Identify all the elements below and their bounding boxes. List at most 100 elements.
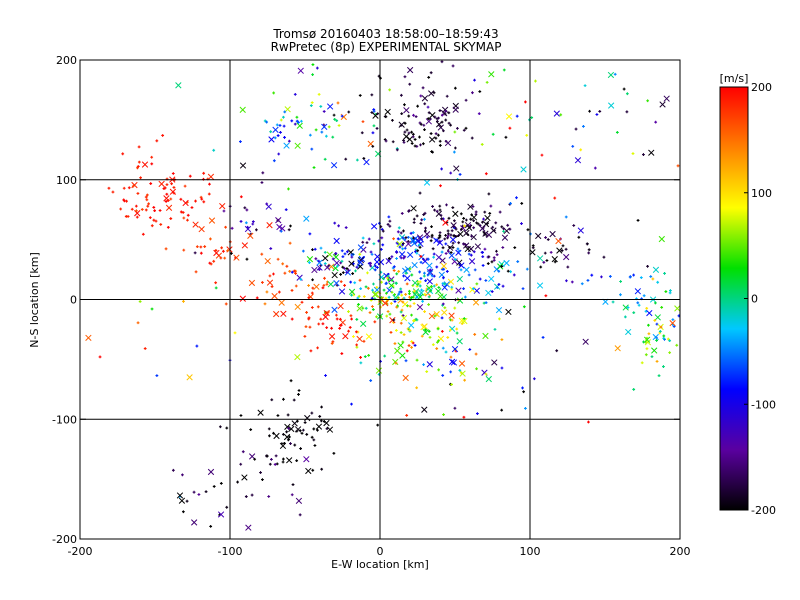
data-point-cross [479, 225, 486, 232]
data-point-dot [321, 322, 325, 326]
data-point-dot [319, 317, 323, 321]
data-point-dot [461, 220, 465, 224]
data-point-cross [356, 305, 363, 312]
data-point-dot [406, 304, 409, 308]
data-point-cross [239, 106, 246, 113]
data-point-dot [311, 286, 315, 290]
data-point-dot [413, 289, 416, 293]
data-point-dot [445, 203, 448, 207]
data-point-dot [475, 367, 478, 371]
data-point-dot [427, 75, 431, 79]
data-point-dot [412, 319, 415, 323]
data-point-dot [451, 64, 455, 68]
data-point-dot [449, 251, 453, 254]
data-point-dot [415, 386, 419, 390]
data-point-dot [471, 205, 475, 208]
data-point-cross [291, 420, 298, 427]
data-point-dot [398, 245, 402, 249]
data-point-dot [497, 269, 501, 273]
data-point-dot [427, 111, 431, 115]
data-point-dot [444, 233, 447, 237]
data-point-dot [512, 273, 516, 277]
data-point-dot [407, 344, 411, 347]
data-point-cross [472, 299, 480, 306]
data-point-dot [491, 225, 495, 229]
data-point-dot [297, 393, 300, 396]
data-point-dot [416, 249, 420, 253]
data-point-cross [348, 288, 356, 295]
data-point-dot [411, 135, 415, 139]
data-point-dot [255, 296, 259, 300]
data-point-dot [475, 221, 478, 225]
data-point-dot [432, 255, 436, 259]
data-point-dot [268, 462, 272, 466]
data-point-dot [577, 235, 581, 239]
data-point-dot [406, 239, 410, 243]
data-point-dot [375, 127, 379, 130]
data-point-dot [212, 148, 216, 152]
data-point-dot [393, 293, 396, 296]
data-point-dot [437, 133, 440, 137]
data-point-dot [458, 368, 462, 372]
data-point-dot [358, 94, 362, 97]
data-point-cross [426, 270, 434, 277]
data-point-dot [394, 361, 398, 365]
data-point-dot [384, 302, 388, 305]
data-point-dot [459, 227, 463, 231]
data-point-dot [140, 208, 144, 211]
data-point-cross [326, 103, 334, 110]
data-point-cross [360, 320, 367, 327]
data-point-cross [407, 251, 414, 258]
data-point-dot [442, 267, 446, 271]
data-point-dot [119, 207, 123, 211]
data-point-cross [443, 281, 450, 288]
data-point-cross [272, 126, 279, 133]
data-point-dot [347, 268, 350, 272]
data-point-dot [408, 82, 412, 86]
data-point-dot [285, 430, 288, 434]
data-point-dot [307, 284, 310, 287]
data-point-cross [408, 322, 415, 329]
data-point-dot [299, 277, 303, 281]
data-point-dot [522, 390, 526, 394]
data-point-dot [435, 347, 439, 350]
data-point-dot [384, 282, 388, 286]
data-point-dot [321, 286, 325, 290]
data-point-dot [459, 212, 463, 216]
data-point-cross [239, 162, 247, 169]
y-tick-label: 200 [56, 54, 77, 67]
data-point-dot [534, 79, 537, 83]
data-point-dot [267, 427, 271, 431]
data-point-cross [296, 122, 303, 129]
data-point-cross [437, 124, 444, 131]
data-point-cross [356, 335, 363, 343]
data-point-dot [371, 308, 375, 311]
data-point-cross [435, 287, 442, 295]
data-point-dot [498, 210, 502, 214]
data-point-dot [632, 311, 636, 315]
data-point-dot [484, 301, 488, 305]
data-point-dot [375, 266, 379, 269]
data-point-dot [295, 115, 299, 119]
data-point-dot [311, 73, 315, 77]
data-point-dot [350, 293, 353, 297]
data-point-cross [463, 242, 470, 249]
data-point-dot [222, 209, 226, 213]
data-point-dot [520, 202, 524, 205]
data-point-cross [485, 375, 492, 383]
data-point-dot [331, 135, 335, 139]
data-point-dot [362, 295, 366, 298]
data-point-dot [481, 226, 485, 230]
data-point-dot [471, 91, 474, 95]
data-point-dot [350, 317, 353, 321]
data-point-dot [279, 118, 283, 122]
data-point-dot [436, 327, 440, 331]
data-point-dot [309, 349, 313, 353]
data-point-dot [583, 84, 587, 88]
data-point-dot [143, 347, 147, 350]
data-point-dot [233, 331, 237, 335]
data-point-dot [657, 374, 661, 378]
data-point-dot [150, 155, 154, 159]
data-point-dot [141, 232, 145, 236]
data-point-dot [290, 317, 294, 321]
